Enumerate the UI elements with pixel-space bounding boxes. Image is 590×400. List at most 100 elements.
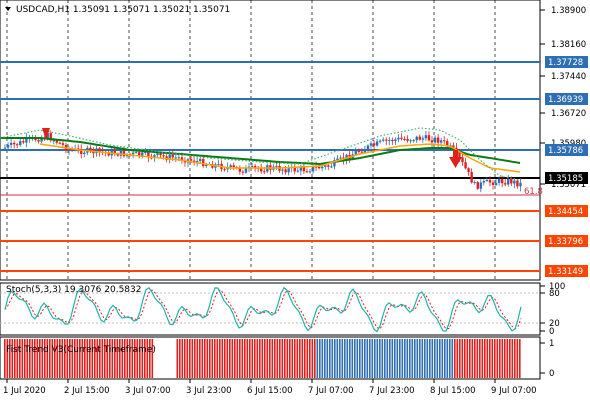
- trend-bar: [509, 339, 511, 378]
- sell-arrow-icon: [449, 150, 462, 168]
- trend-bar: [476, 339, 479, 378]
- trend-bar: [116, 339, 119, 378]
- trend-tick: 1: [549, 339, 554, 349]
- trend-bar: [244, 339, 246, 378]
- price-level-label: 1.33149: [545, 265, 588, 277]
- svg-text:1.36939: 1.36939: [548, 95, 583, 105]
- trend-bar: [111, 339, 114, 378]
- candle: [58, 141, 62, 145]
- trend-bar: [26, 339, 29, 378]
- trend-bar: [69, 339, 71, 378]
- trend-bar: [479, 339, 481, 378]
- time-label: 7 Jul 07:00: [308, 386, 354, 396]
- price-level-label: 1.35786: [545, 144, 588, 156]
- trend-bar: [451, 339, 454, 378]
- price-tick: 1.36720: [551, 109, 586, 119]
- candle: [138, 150, 141, 159]
- candle: [433, 135, 437, 146]
- candle: [308, 169, 312, 174]
- trend-bar: [201, 339, 204, 378]
- trend-bar: [21, 339, 24, 378]
- time-axis: 1 Jul 2020 2 Jul 15:00 3 Jul 07:00 3 Jul 23…: [3, 379, 537, 396]
- price-tick: 1.38900: [551, 6, 586, 16]
- candle: [9, 138, 13, 149]
- svg-text:1.37728: 1.37728: [548, 58, 583, 68]
- candle: [461, 153, 464, 166]
- trend-bar: [46, 339, 49, 378]
- trend-bar: [119, 339, 121, 378]
- candle: [491, 180, 495, 190]
- moving-average-orange: [39, 143, 521, 173]
- trend-bar: [251, 339, 254, 378]
- trend-bar: [516, 339, 519, 378]
- trend-bar: [179, 339, 181, 378]
- candle: [195, 156, 199, 167]
- trend-bar: [301, 339, 304, 378]
- stoch-tick: 0: [549, 327, 554, 337]
- candle: [3, 144, 7, 150]
- trend-bar: [496, 339, 499, 378]
- candle: [400, 133, 403, 141]
- candle: [418, 134, 421, 141]
- trend-bar: [236, 339, 239, 378]
- trend-bar: [316, 339, 319, 378]
- trend-bar: [431, 339, 434, 378]
- stoch-tick: 20: [549, 319, 560, 329]
- price-tick: 1.37440: [551, 72, 586, 82]
- trend-bar: [11, 339, 14, 378]
- trend-bar: [6, 339, 9, 378]
- candle: [397, 134, 400, 143]
- candle: [394, 137, 397, 146]
- sell-arrow-icon: [42, 128, 50, 140]
- trend-bar: [276, 339, 279, 378]
- price-tick: 1.38160: [551, 40, 586, 50]
- trend-bar: [194, 339, 196, 378]
- trend-bar: [29, 339, 31, 378]
- trend-bar: [471, 339, 474, 378]
- trend-bar: [286, 339, 289, 378]
- trend-bar: [219, 339, 221, 378]
- trend-bar: [379, 339, 381, 378]
- candle: [293, 163, 296, 175]
- trend-bar: [131, 339, 134, 378]
- trend-bar: [411, 339, 414, 378]
- trend-bar: [256, 339, 259, 378]
- time-label: 8 Jul 15:00: [430, 386, 476, 396]
- trend-bar: [506, 339, 509, 378]
- trend-bar: [129, 339, 131, 378]
- trend-bar: [84, 339, 86, 378]
- trend-bar: [96, 339, 99, 378]
- trend-bar: [146, 339, 149, 378]
- candle: [12, 140, 16, 149]
- time-label: 3 Jul 07:00: [125, 386, 171, 396]
- candle: [504, 178, 507, 187]
- trend-bar: [94, 339, 96, 378]
- candle: [421, 135, 425, 143]
- trend-bar: [221, 339, 224, 378]
- trend-bar: [31, 339, 34, 378]
- price-axis: 1.389001.381601.374401.367201.359801.350…: [540, 6, 588, 277]
- trend-bar: [284, 339, 286, 378]
- trend-bar: [204, 339, 206, 378]
- trend-bar: [391, 339, 394, 378]
- trend-bar: [264, 339, 266, 378]
- trend-bar: [44, 339, 46, 378]
- candle: [89, 145, 92, 154]
- trend-bar: [291, 339, 294, 378]
- trend-bar: [449, 339, 451, 378]
- candle: [6, 142, 10, 151]
- chart-title: USDCAD,H1 1.35091 1.35071 1.35021 1.3507…: [16, 5, 230, 15]
- candle: [296, 168, 299, 173]
- trend-bar: [279, 339, 281, 378]
- trend-bar: [456, 339, 459, 378]
- trend-bar: [374, 339, 376, 378]
- trend-bar: [519, 339, 521, 378]
- candle: [223, 167, 226, 172]
- candle: [202, 155, 205, 168]
- trend-bar: [421, 339, 424, 378]
- svg-text:1.33796: 1.33796: [548, 237, 583, 247]
- trend-bar: [299, 339, 301, 378]
- triangle-down-icon[interactable]: [5, 7, 11, 11]
- candle: [40, 135, 43, 144]
